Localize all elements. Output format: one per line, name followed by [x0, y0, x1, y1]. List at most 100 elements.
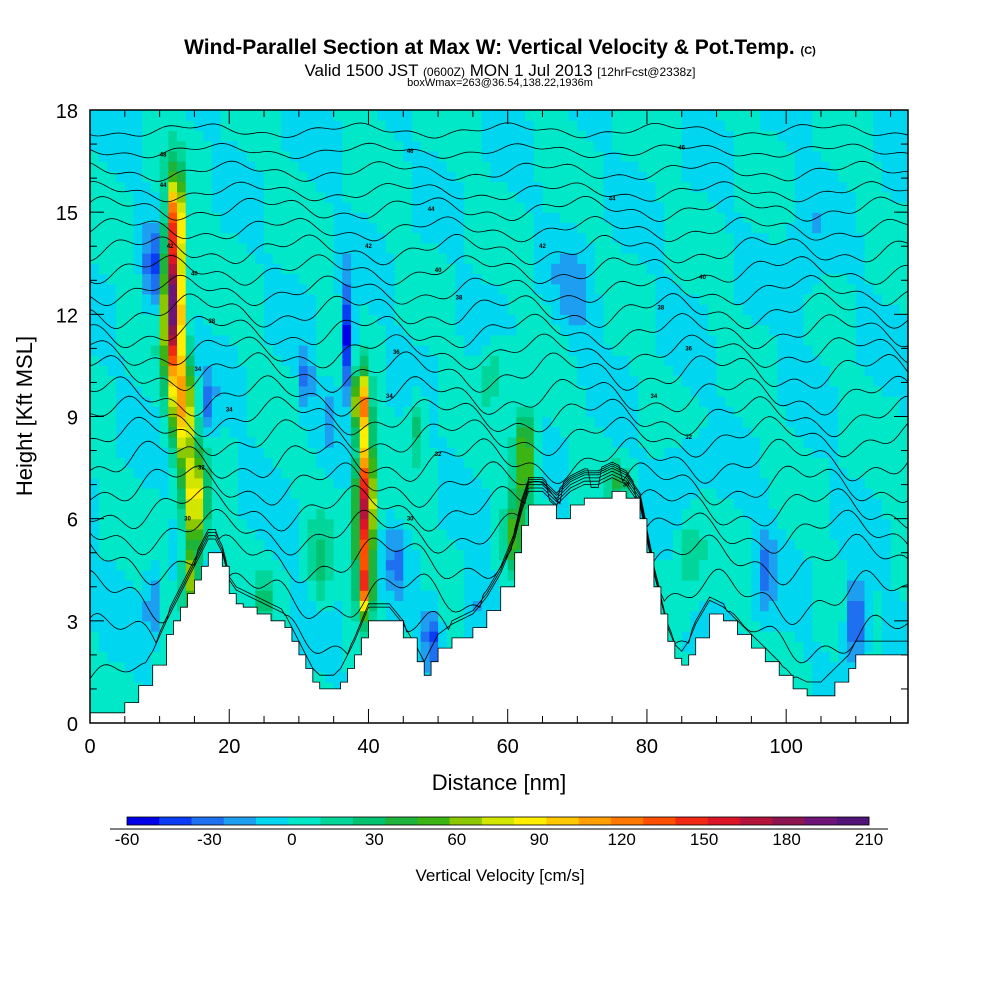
- velocity-cell: [786, 661, 796, 673]
- velocity-cell: [472, 549, 483, 561]
- velocity-cell: [446, 579, 457, 591]
- velocity-cell: [351, 590, 361, 601]
- velocity-cell: [403, 171, 413, 183]
- velocity-cell: [107, 631, 117, 642]
- velocity-cell: [368, 467, 378, 479]
- velocity-cell: [472, 150, 483, 162]
- velocity-cell: [777, 110, 787, 121]
- velocity-cell: [803, 477, 813, 489]
- velocity-cell: [803, 641, 813, 653]
- velocity-cell: [673, 385, 683, 397]
- velocity-cell: [525, 416, 535, 428]
- velocity-cell: [803, 508, 813, 520]
- velocity-cell: [394, 467, 404, 479]
- velocity-cell: [90, 661, 100, 673]
- velocity-cell: [177, 150, 187, 162]
- velocity-cell: [699, 181, 709, 193]
- velocity-cell: [124, 488, 135, 499]
- velocity-cell: [803, 416, 813, 428]
- velocity-cell: [733, 222, 744, 234]
- velocity-cell: [333, 201, 343, 213]
- velocity-cell: [211, 293, 222, 305]
- velocity-cell: [220, 344, 230, 356]
- velocity-cell: [646, 355, 657, 367]
- velocity-cell: [760, 161, 770, 172]
- velocity-cell: [377, 569, 387, 581]
- velocity-cell: [455, 549, 465, 561]
- velocity-cell: [142, 110, 152, 121]
- velocity-cell: [559, 161, 570, 172]
- velocity-cell: [124, 181, 135, 193]
- velocity-cell: [681, 488, 692, 499]
- velocity-cell: [385, 569, 396, 581]
- velocity-cell: [203, 324, 213, 336]
- velocity-cell: [499, 120, 509, 132]
- velocity-cell: [98, 457, 108, 469]
- velocity-cell: [272, 549, 283, 561]
- velocity-cell: [307, 314, 317, 326]
- velocity-cell: [655, 191, 665, 203]
- velocity-cell: [725, 201, 735, 213]
- velocity-cell: [150, 508, 161, 520]
- velocity-cell: [237, 375, 248, 387]
- velocity-cell: [716, 385, 726, 397]
- velocity-cell: [255, 559, 265, 571]
- velocity-cell: [90, 283, 100, 295]
- velocity-cell: [507, 559, 517, 571]
- velocity-cell: [559, 334, 570, 346]
- velocity-cell: [690, 171, 700, 183]
- velocity-cell: [699, 344, 709, 356]
- velocity-cell: [707, 161, 718, 172]
- velocity-cell: [194, 457, 204, 469]
- velocity-cell: [237, 355, 248, 367]
- velocity-cell: [272, 559, 283, 571]
- velocity-cell: [472, 620, 483, 632]
- velocity-cell: [342, 161, 352, 172]
- velocity-cell: [751, 283, 761, 295]
- velocity-cell: [559, 314, 570, 326]
- velocity-cell: [742, 549, 752, 561]
- velocity-cell: [377, 191, 387, 203]
- velocity-cell: [681, 140, 692, 152]
- velocity-cell: [786, 293, 796, 305]
- velocity-cell: [150, 620, 161, 632]
- velocity-cell: [673, 324, 683, 336]
- velocity-cell: [333, 569, 343, 581]
- velocity-cell: [725, 150, 735, 162]
- velocity-cell: [725, 212, 735, 223]
- velocity-cell: [803, 467, 813, 479]
- velocity-cell: [351, 385, 361, 397]
- velocity-cell: [490, 232, 500, 244]
- velocity-cell: [124, 334, 135, 346]
- velocity-cell: [777, 498, 787, 510]
- velocity-cell: [586, 324, 596, 336]
- velocity-cell: [629, 416, 639, 428]
- velocity-cell: [690, 569, 700, 581]
- velocity-cell: [377, 488, 387, 499]
- velocity-cell: [446, 610, 457, 622]
- velocity-cell: [699, 140, 709, 152]
- velocity-cell: [159, 467, 169, 479]
- velocity-cell: [490, 140, 500, 152]
- velocity-cell: [203, 508, 213, 520]
- velocity-cell: [324, 498, 335, 510]
- velocity-cell: [803, 263, 813, 275]
- velocity-cell: [194, 263, 204, 275]
- velocity-cell: [298, 273, 309, 285]
- velocity-cell: [324, 436, 335, 448]
- velocity-cell: [760, 641, 770, 653]
- velocity-cell: [525, 365, 535, 377]
- velocity-cell: [98, 314, 108, 326]
- velocity-cell: [638, 253, 648, 264]
- velocity-cell: [368, 559, 378, 571]
- velocity-cell: [229, 150, 239, 162]
- velocity-cell: [490, 508, 500, 520]
- velocity-cell: [272, 171, 283, 183]
- velocity-cell: [507, 549, 517, 561]
- velocity-cell: [733, 181, 744, 193]
- velocity-cell: [760, 467, 770, 479]
- velocity-cell: [472, 569, 483, 581]
- velocity-cell: [525, 467, 535, 479]
- chart-title: Wind-Parallel Section at Max W: Vertical…: [184, 36, 816, 59]
- velocity-cell: [133, 201, 143, 213]
